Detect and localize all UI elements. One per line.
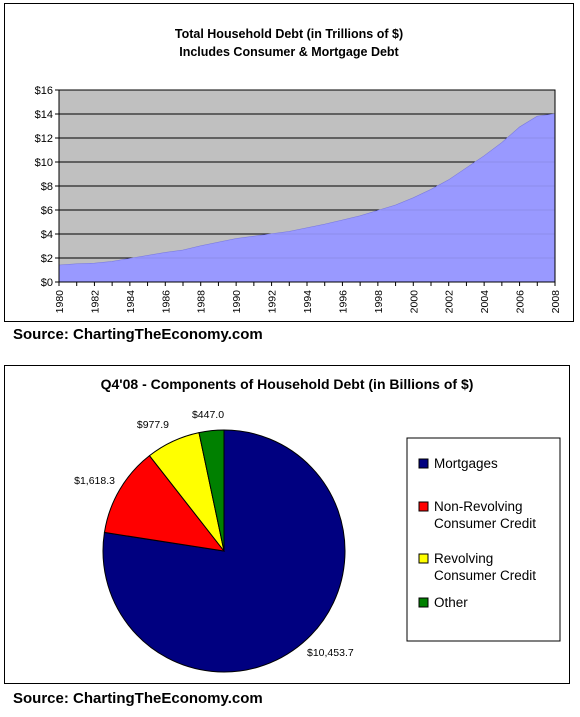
x-tick-label: 2002: [444, 290, 456, 314]
legend-swatch: [418, 597, 429, 608]
pie-slice-other: [198, 429, 225, 552]
source-bottom: Source: ChartingTheEconomy.com: [13, 690, 263, 707]
x-tick-label: 1982: [89, 290, 101, 314]
y-tick-label: $4: [41, 229, 53, 241]
area-chart-panel: Total Household Debt (in Trillions of $)…: [4, 3, 574, 322]
y-tick-label: $8: [41, 181, 53, 193]
pie-data-label: $977.9: [137, 419, 169, 431]
pie-chart-panel: Q4'08 - Components of Household Debt (in…: [4, 365, 570, 684]
x-tick-label: 1980: [54, 290, 66, 314]
x-tick-label: 1986: [160, 290, 172, 314]
x-tick-label: 1992: [267, 290, 279, 314]
y-tick-label: $6: [41, 205, 53, 217]
x-tick-label: 1990: [231, 290, 243, 314]
pie-chart-svg: $10,453.7 $1,618.3 $977.9 $447.0 Mortgages No…: [74, 409, 561, 673]
debt-area-overlay: [59, 114, 555, 282]
x-tick-label: 2004: [479, 290, 491, 314]
legend-label: Consumer Credit: [434, 568, 536, 583]
source-top: Source: ChartingTheEconomy.com: [13, 326, 263, 343]
area-chart-subtitle: Includes Consumer & Mortgage Debt: [179, 45, 399, 59]
x-tick-label: 2000: [408, 290, 420, 314]
x-tick-label: 1998: [373, 290, 385, 314]
pie-data-label: $447.0: [192, 409, 224, 421]
pie-legend: [406, 437, 561, 642]
legend-label: Consumer Credit: [434, 516, 536, 531]
x-tick-label: 1988: [196, 290, 208, 314]
y-tick-label: $16: [35, 85, 53, 97]
y-tick-label: $10: [35, 157, 53, 169]
x-tick-label: 2008: [550, 290, 562, 314]
legend-swatch: [418, 458, 429, 469]
x-tick-label: 1996: [337, 290, 349, 314]
x-tick-label: 1994: [302, 290, 314, 314]
x-tick-label: 1984: [125, 290, 137, 314]
area-chart-title: Total Household Debt (in Trillions of $): [174, 27, 404, 41]
pie-slice-non-revolving-consumer-credit: [103, 454, 226, 552]
y-tick-label: $2: [41, 253, 53, 265]
y-tick-label: $12: [35, 133, 53, 145]
x-tick-label: 2006: [515, 290, 527, 314]
pie-chart-title: Q4'08 - Components of Household Debt (in…: [100, 376, 474, 392]
area-chart-svg: $0 $2 $4 $6 $8 $10 $12 $14 $16 1980 1982 1984 1986 19…: [35, 85, 562, 314]
legend-label: Other: [434, 595, 468, 610]
legend-label: Mortgages: [434, 456, 498, 471]
legend-swatch: [418, 501, 429, 512]
legend-label: Revolving: [434, 551, 493, 566]
pie-data-label: $1,618.3: [74, 475, 115, 487]
legend-label: Non-Revolving: [434, 499, 523, 514]
legend-swatch: [418, 553, 429, 564]
y-tick-label: $0: [41, 277, 53, 289]
y-tick-label: $14: [35, 109, 53, 121]
pie-data-label: $10,453.7: [307, 647, 354, 659]
